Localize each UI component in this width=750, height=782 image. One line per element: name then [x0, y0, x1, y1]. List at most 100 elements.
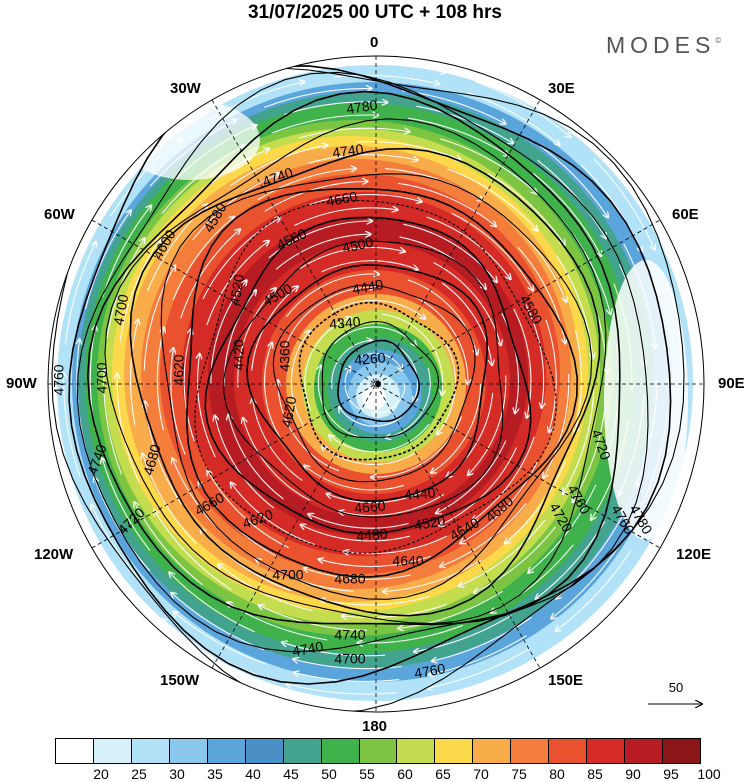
colorbar-swatch [587, 739, 626, 763]
contour-label: 4760 [51, 364, 67, 395]
contour-label: 4700 [272, 567, 303, 583]
height-contour [204, 216, 532, 535]
streamline [339, 493, 445, 516]
height-contours [51, 65, 685, 712]
streamline [475, 81, 570, 138]
streamline [397, 182, 496, 226]
streamline [206, 82, 304, 122]
reference-vector: 50 [646, 680, 706, 712]
meridian-line [211, 99, 541, 669]
colorbar-swatch [359, 739, 398, 763]
streamline [275, 234, 371, 270]
streamline [264, 181, 368, 212]
streamline [228, 415, 284, 500]
streamline [447, 168, 537, 231]
contour-label: 4700 [94, 362, 110, 393]
streamline [294, 673, 400, 682]
streamline [329, 423, 430, 453]
streamline [532, 172, 601, 256]
lon-label-180: 180 [362, 718, 388, 735]
streamline [398, 590, 503, 628]
streamline [171, 348, 186, 455]
contour-label: 4500 [341, 234, 375, 256]
streamline [439, 447, 518, 526]
colorbar-swatch [549, 739, 588, 763]
lon-label-120e: 120E [676, 546, 712, 563]
streamline [637, 378, 658, 486]
streamline [318, 366, 361, 438]
contour-label-text: 4340 [329, 313, 362, 332]
streamline [441, 282, 492, 365]
colorbar-swatch [473, 739, 512, 763]
contour-label-text: 4700 [334, 651, 365, 667]
streamline [592, 158, 655, 249]
streamline [252, 398, 303, 481]
lon-label-90e: 90E [718, 375, 745, 392]
streamline [264, 89, 371, 108]
contour-label: 4760 [413, 660, 447, 681]
contour-label-text: 4660 [325, 188, 359, 209]
colorbar-tick-label: 90 [625, 766, 641, 782]
streamline [304, 466, 405, 491]
streamline [563, 389, 595, 494]
streamline [65, 242, 96, 344]
streamline [406, 292, 468, 385]
height-contour [186, 187, 579, 578]
contour-label: 4420 [231, 339, 247, 370]
streamline [304, 318, 351, 411]
streamline [345, 367, 361, 410]
streamline [169, 573, 255, 633]
streamline [231, 483, 315, 546]
streamline [359, 352, 402, 370]
streamline [64, 373, 81, 478]
streamline [192, 174, 280, 241]
contour-label: 4780 [345, 97, 378, 117]
streamline [320, 595, 430, 606]
streamline [94, 477, 151, 572]
streamline [468, 375, 507, 476]
colorbar-tick-label: 55 [359, 766, 375, 782]
copyright-mark: © [715, 36, 722, 45]
streamline [170, 125, 257, 184]
streamline [357, 140, 461, 161]
streamline [215, 416, 275, 509]
height-contour [104, 118, 607, 625]
colorbar-swatch [93, 739, 132, 763]
streamline [298, 128, 410, 139]
streamline [339, 407, 402, 427]
contour-label: 4740 [331, 141, 364, 161]
colorbar [55, 738, 701, 764]
streamline [50, 369, 67, 478]
streamline [556, 550, 632, 631]
lon-label-150e: 150E [548, 672, 584, 689]
streamline [286, 274, 379, 318]
contour-label-text: 4520 [413, 512, 447, 533]
streamline [259, 605, 367, 631]
height-contour [51, 67, 685, 712]
streamline [575, 329, 582, 433]
streamline [142, 454, 197, 545]
streamline [202, 68, 306, 109]
streamline [613, 283, 632, 390]
streamline [501, 312, 519, 413]
streamline [381, 313, 443, 395]
pole-marker [375, 381, 381, 387]
streamline [331, 340, 372, 389]
streamline [130, 320, 139, 425]
contour-label-text: 4640 [392, 553, 423, 569]
streamline [161, 146, 245, 214]
contour-label: 4360 [277, 340, 293, 371]
contour-label: 4740 [334, 627, 365, 643]
streamline [102, 458, 151, 551]
meridian-line [91, 219, 661, 549]
contour-label-text: 4700 [272, 567, 303, 583]
streamline [383, 559, 482, 591]
streamline [429, 635, 527, 675]
streamline [403, 223, 497, 282]
colorbar-swatch [511, 739, 550, 763]
colorbar-swatch [245, 739, 284, 763]
contour-label-text: 4440 [351, 276, 385, 297]
streamline [431, 384, 482, 473]
streamline [472, 436, 535, 521]
